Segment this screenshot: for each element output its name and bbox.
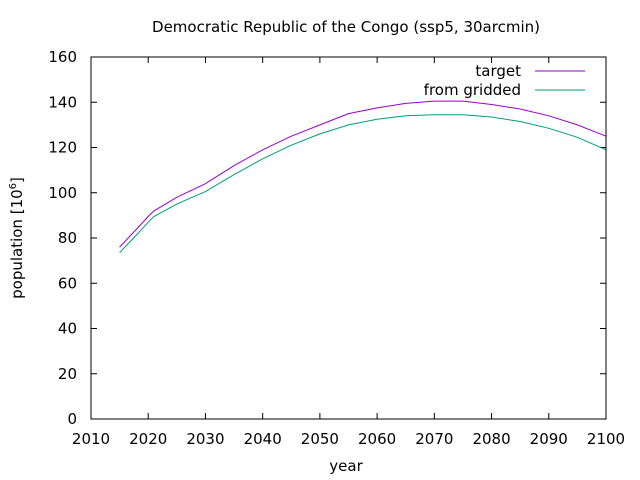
series-line-from-gridded [119,114,607,254]
tick-labels: 2010 2020 2030 2040 2050 2060 2070 2080 2090 2100… [48,48,625,448]
plot-frame [90,56,607,420]
x-tick-label: 2020 [129,430,167,448]
legend: target from gridded [424,62,585,99]
x-tick-label: 2040 [244,430,282,448]
legend-label-target: target [475,62,521,80]
x-tick-label: 2030 [186,430,224,448]
y-axis-label: population [106] [8,177,26,299]
x-tick-label: 2090 [530,430,568,448]
y-tick-label: 120 [48,139,77,157]
x-tick-label: 2010 [72,430,110,448]
y-tick-label: 100 [48,184,77,202]
y-tick-label: 60 [58,274,77,292]
series-lines [119,100,607,254]
x-tick-label: 2050 [301,430,339,448]
y-tick-label: 80 [58,229,77,247]
y-axis-label-tail: ] [8,177,26,183]
y-tick-label: 20 [58,365,77,383]
chart-title: Democratic Republic of the Congo (ssp5, … [152,18,540,36]
x-tick-label: 2080 [472,430,510,448]
y-tick-label: 0 [67,410,77,428]
y-tick-label: 40 [58,320,77,338]
y-tick-label: 160 [48,48,77,66]
x-axis-label: year [329,457,363,475]
x-tick-label: 2100 [587,430,625,448]
x-tick-label: 2070 [415,430,453,448]
y-axis-label-superscript: 6 [8,183,19,189]
y-axis-label-main: population [10 [8,189,26,299]
legend-label-from-gridded: from gridded [424,81,521,99]
x-tick-label: 2060 [358,430,396,448]
y-tick-label: 140 [48,93,77,111]
series-line-target [119,100,607,248]
